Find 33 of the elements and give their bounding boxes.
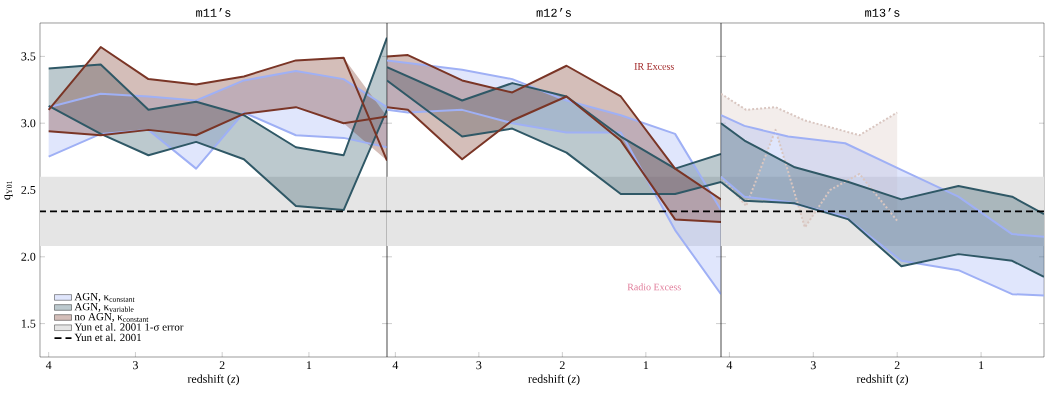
y-tick-label: 3.5	[21, 52, 36, 61]
x-axis-title: redshift (z)	[187, 374, 240, 386]
x-tick-label: 2	[219, 361, 225, 370]
chart-title: m12’s	[536, 8, 571, 17]
annotation: IR Excess	[634, 63, 674, 70]
x-tick-label: 3	[810, 361, 816, 370]
x-tick-label: 1	[979, 361, 984, 370]
x-tick-label: 1	[306, 361, 312, 370]
y-tick-label: 1.5	[21, 319, 36, 328]
chart-title: m11’s	[196, 8, 231, 17]
line-series	[47, 104, 387, 212]
y-tick-label: 3.0	[21, 119, 36, 128]
x-tick-label: 4	[392, 361, 399, 370]
x-tick-label: 4	[45, 361, 52, 370]
x-tick-label: 4	[726, 361, 733, 370]
legend-label: Yun et al. 2001	[74, 333, 141, 342]
x-axis-title: redshift (z)	[528, 374, 580, 386]
x-tick-label: 1	[643, 361, 649, 370]
legend-label: no AGN, κ$_{constant}$	[74, 312, 149, 322]
legend-label: AGN, κ$_{constant}$	[74, 292, 135, 302]
y-tick-label: 2.5	[21, 185, 36, 195]
chart-title: m13’s	[865, 8, 900, 17]
x-tick-label: 3	[476, 361, 482, 370]
x-tick-label: 3	[133, 361, 138, 370]
x-tick-label: 2	[894, 361, 900, 370]
annotation: Radio Excess	[627, 283, 681, 291]
y-tick-label: 2.0	[21, 252, 36, 261]
x-tick-label: 2	[559, 361, 565, 370]
line-series	[47, 111, 387, 170]
y-axis-title: q$_{Y01}$	[4, 180, 13, 200]
legend-label: AGN, κ$_{variable}$	[74, 302, 134, 312]
legend-label: Yun et al. 2001 1-σ error	[74, 323, 184, 331]
x-axis-title: redshift (z)	[856, 374, 909, 386]
